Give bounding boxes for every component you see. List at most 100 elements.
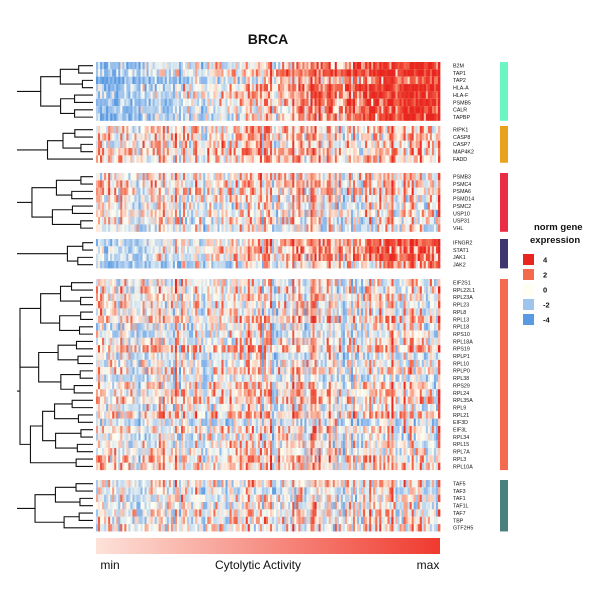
heatmap-cell	[254, 99, 256, 106]
heatmap-cell	[418, 84, 420, 91]
heatmap-cell	[357, 254, 359, 261]
heatmap-cell	[118, 195, 120, 202]
heatmap-cell	[373, 286, 375, 293]
heatmap-cell	[130, 62, 132, 69]
heatmap-cell	[266, 261, 268, 268]
heatmap-cell	[345, 246, 347, 253]
heatmap-cell	[268, 286, 270, 293]
heatmap-cell	[132, 239, 134, 246]
heatmap-cell	[264, 224, 266, 231]
heatmap-cell	[108, 286, 110, 293]
heatmap-cell	[169, 294, 171, 301]
heatmap-cell	[365, 217, 367, 224]
heatmap-cell	[375, 99, 377, 106]
heatmap-cell	[379, 106, 381, 113]
heatmap-cell	[393, 69, 395, 76]
heatmap-cell	[112, 69, 114, 76]
heatmap-cell	[151, 180, 153, 187]
heatmap-cell	[262, 99, 264, 106]
heatmap-cell	[159, 261, 161, 268]
heatmap-cell	[246, 286, 248, 293]
heatmap-cell	[373, 148, 375, 155]
heatmap-cell	[302, 91, 304, 98]
heatmap-cell	[395, 155, 397, 162]
heatmap-cell	[138, 113, 140, 120]
heatmap-cell	[343, 210, 345, 217]
heatmap-cell	[242, 286, 244, 293]
heatmap-cell	[187, 254, 189, 261]
heatmap-cell	[102, 301, 104, 308]
heatmap-cell	[230, 294, 232, 301]
heatmap-cell	[339, 141, 341, 148]
heatmap-cell	[226, 261, 228, 268]
heatmap-cell	[143, 254, 145, 261]
heatmap-cell	[199, 99, 201, 106]
heatmap-cell	[430, 148, 432, 155]
heatmap-cell	[138, 99, 140, 106]
heatmap-cell	[244, 239, 246, 246]
heatmap-cell	[124, 62, 126, 69]
heatmap-cell	[145, 301, 147, 308]
heatmap-cell	[400, 113, 402, 120]
heatmap-cell	[159, 173, 161, 180]
heatmap-cell	[424, 246, 426, 253]
heatmap-cell	[171, 126, 173, 133]
dendrogram-branch	[80, 371, 93, 378]
heatmap-cell	[278, 155, 280, 162]
heatmap-cell	[381, 155, 383, 162]
dendrogram-branch	[79, 513, 93, 520]
heatmap-cell	[347, 246, 349, 253]
heatmap-cell	[246, 254, 248, 261]
heatmap-cell	[167, 188, 169, 195]
heatmap-cell	[254, 301, 256, 308]
heatmap-cell	[136, 173, 138, 180]
heatmap-cell	[195, 84, 197, 91]
heatmap-cell	[256, 133, 258, 140]
heatmap-cell	[383, 286, 385, 293]
heatmap-cell	[134, 180, 136, 187]
heatmap-cell	[134, 301, 136, 308]
heatmap-cell	[120, 99, 122, 106]
heatmap-cell	[361, 113, 363, 120]
heatmap-cell	[416, 239, 418, 246]
heatmap-cell	[270, 113, 272, 120]
heatmap-cell	[187, 62, 189, 69]
heatmap-cell	[252, 84, 254, 91]
heatmap-cell	[420, 246, 422, 253]
heatmap-cell	[195, 246, 197, 253]
heatmap-cell	[226, 224, 228, 231]
heatmap-cell	[185, 254, 187, 261]
heatmap-cell	[389, 155, 391, 162]
heatmap-cell	[278, 202, 280, 209]
heatmap-cell	[213, 239, 215, 246]
heatmap-cell	[230, 133, 232, 140]
heatmap-cell	[163, 126, 165, 133]
heatmap-cell	[248, 69, 250, 76]
heatmap-cell	[317, 286, 319, 293]
heatmap-cell	[124, 106, 126, 113]
heatmap-cell	[155, 84, 157, 91]
heatmap-cell	[219, 148, 221, 155]
heatmap-cell	[221, 106, 223, 113]
heatmap-cell	[367, 99, 369, 106]
heatmap-cell	[114, 126, 116, 133]
heatmap-cell	[104, 246, 106, 253]
heatmap-cell	[122, 133, 124, 140]
heatmap-cell	[254, 188, 256, 195]
heatmap-cell	[345, 62, 347, 69]
heatmap-cell	[292, 180, 294, 187]
heatmap-cell	[367, 141, 369, 148]
heatmap-cell	[391, 188, 393, 195]
heatmap-cell	[337, 239, 339, 246]
heatmap-cell	[181, 141, 183, 148]
heatmap-cell	[420, 69, 422, 76]
heatmap-cell	[207, 69, 209, 76]
heatmap-cell	[195, 113, 197, 120]
heatmap-cell	[432, 84, 434, 91]
heatmap-cell	[155, 113, 157, 120]
heatmap-cell	[393, 84, 395, 91]
heatmap-cell	[302, 106, 304, 113]
heatmap-cell	[323, 217, 325, 224]
heatmap-cell	[329, 84, 331, 91]
heatmap-cell	[315, 246, 317, 253]
